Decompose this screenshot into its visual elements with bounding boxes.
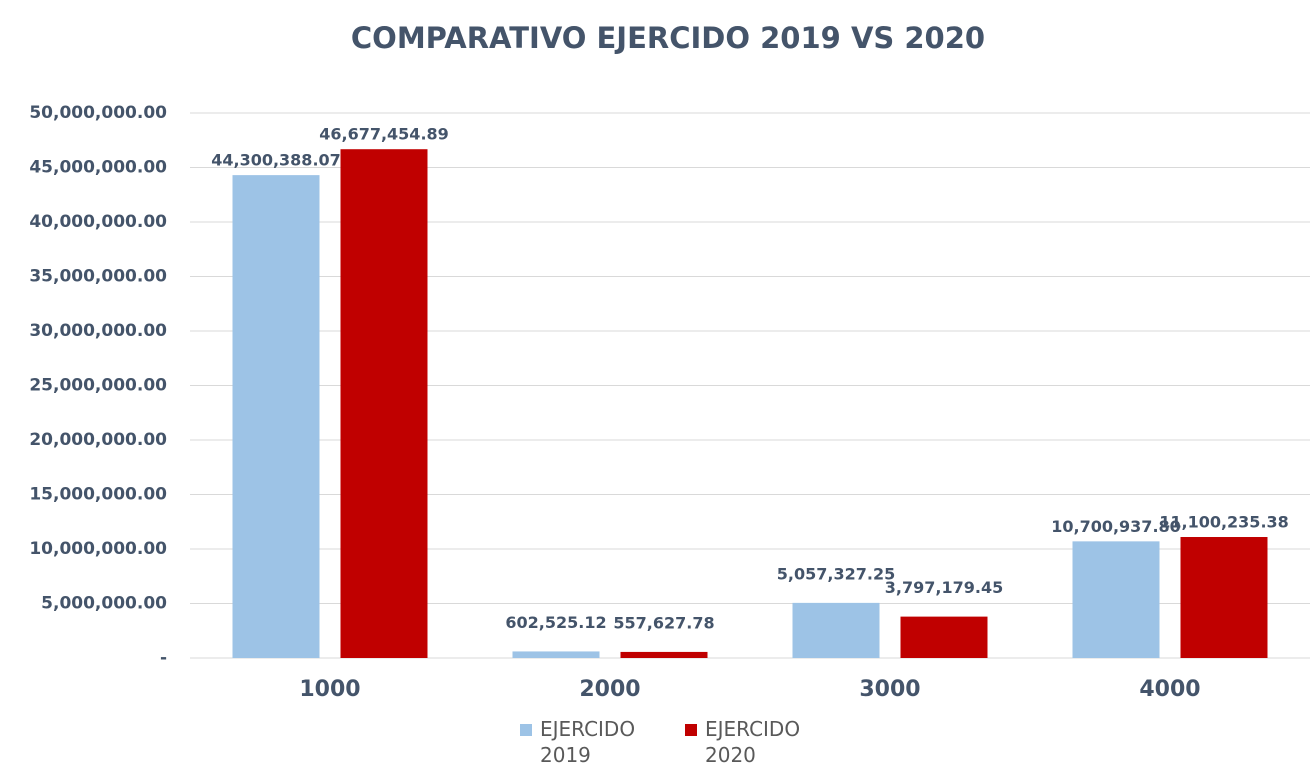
x-tick-label: 3000	[859, 677, 920, 702]
legend-swatch	[685, 724, 697, 736]
value-label: 3,797,179.45	[885, 578, 1003, 597]
y-tick-label: 20,000,000.00	[29, 430, 167, 450]
bar	[792, 602, 880, 658]
bar	[900, 616, 988, 658]
bar	[232, 175, 320, 658]
y-tick-label: -	[160, 648, 167, 668]
bar	[1180, 537, 1268, 658]
bar	[1072, 541, 1160, 658]
value-label: 5,057,327.25	[777, 564, 895, 583]
value-label: 602,525.12	[505, 613, 606, 632]
legend-label: EJERCIDO 2019	[540, 717, 636, 767]
value-label: 46,677,454.89	[319, 125, 449, 144]
legend-item: EJERCIDO 2019	[520, 716, 670, 768]
chart-title: COMPARATIVO EJERCIDO 2019 VS 2020	[351, 21, 985, 55]
legend-swatch	[520, 724, 532, 736]
y-tick-label: 5,000,000.00	[41, 594, 167, 614]
y-tick-label: 25,000,000.00	[29, 376, 167, 396]
value-label: 10,700,937.80	[1051, 517, 1181, 536]
bar	[340, 149, 428, 658]
value-label: 44,300,388.07	[211, 151, 341, 170]
value-label: 11,100,235.38	[1159, 513, 1289, 532]
legend-label: EJERCIDO 2020	[705, 717, 801, 767]
y-tick-label: 40,000,000.00	[29, 212, 167, 232]
bar	[512, 651, 600, 658]
y-tick-label: 50,000,000.00	[29, 103, 167, 123]
y-tick-label: 10,000,000.00	[29, 539, 167, 559]
value-label: 557,627.78	[613, 613, 714, 632]
x-tick-label: 4000	[1139, 677, 1200, 702]
x-tick-label: 1000	[299, 677, 360, 702]
y-tick-label: 45,000,000.00	[29, 158, 167, 178]
y-tick-label: 30,000,000.00	[29, 321, 167, 341]
y-tick-label: 15,000,000.00	[29, 485, 167, 505]
bar	[620, 651, 708, 658]
y-tick-label: 35,000,000.00	[29, 267, 167, 287]
x-tick-label: 2000	[579, 677, 640, 702]
legend-item: EJERCIDO 2020	[685, 716, 835, 768]
